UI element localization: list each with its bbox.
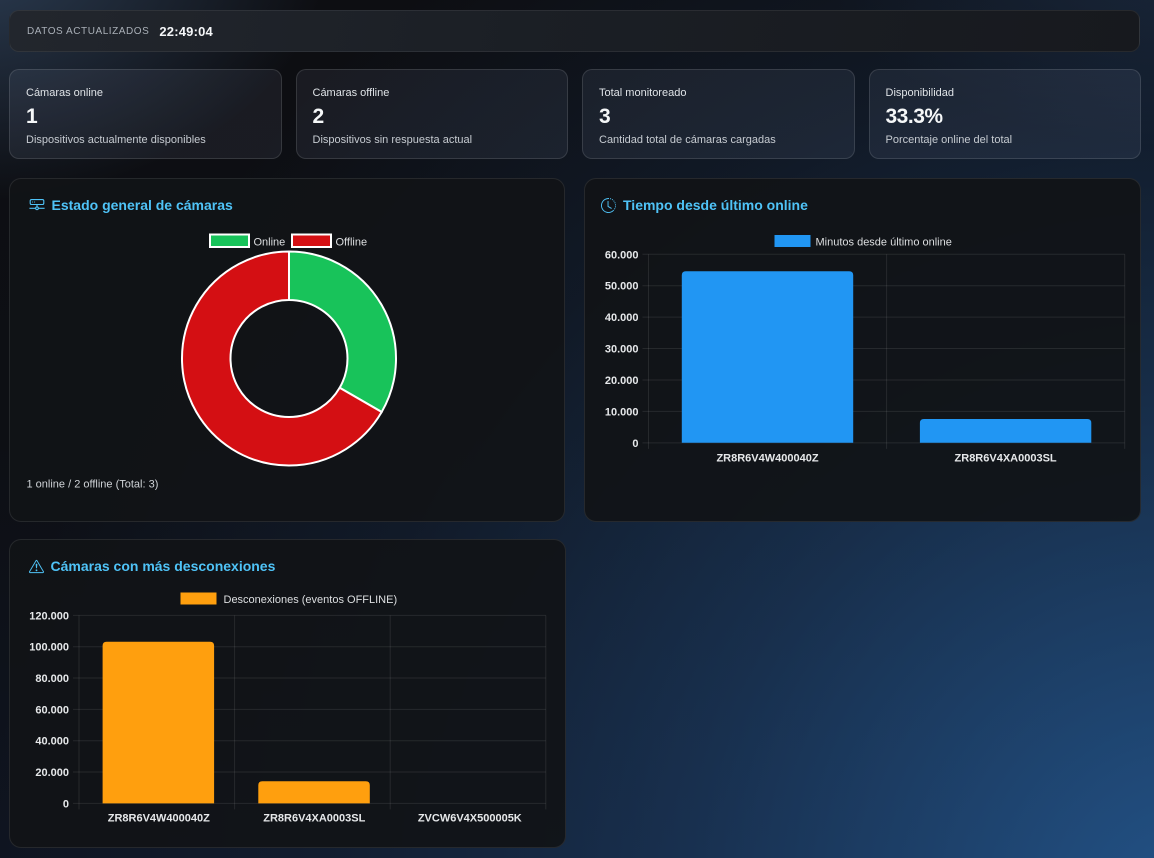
svg-text:ZVCW6V4X500005K: ZVCW6V4X500005K [418,813,522,825]
svg-text:Desconexiones (eventos OFFLINE: Desconexiones (eventos OFFLINE) [224,594,398,606]
svg-text:0: 0 [63,798,69,810]
svg-text:30.000: 30.000 [604,344,638,356]
svg-text:Online: Online [254,237,286,249]
svg-text:50.000: 50.000 [604,281,638,293]
svg-text:100.000: 100.000 [29,642,69,654]
svg-text:Offline: Offline [336,237,368,249]
svg-text:Minutos desde último online: Minutos desde último online [815,237,951,249]
svg-text:80.000: 80.000 [35,673,69,685]
svg-text:0: 0 [632,438,638,450]
svg-text:120.000: 120.000 [29,610,69,622]
svg-text:ZR8R6V4XA0003SL: ZR8R6V4XA0003SL [954,453,1056,465]
svg-text:20.000: 20.000 [35,767,69,779]
svg-text:60.000: 60.000 [35,704,69,716]
svg-text:1 online / 2 offline (Total: 3: 1 online / 2 offline (Total: 3) [27,479,159,491]
svg-text:20.000: 20.000 [604,375,638,387]
svg-text:ZR8R6V4XA0003SL: ZR8R6V4XA0003SL [263,813,365,825]
svg-text:ZR8R6V4W400040Z: ZR8R6V4W400040Z [108,813,210,825]
svg-text:40.000: 40.000 [35,736,69,748]
svg-text:60.000: 60.000 [604,249,638,261]
svg-text:10.000: 10.000 [604,406,638,418]
svg-text:40.000: 40.000 [604,312,638,324]
svg-text:ZR8R6V4W400040Z: ZR8R6V4W400040Z [716,453,818,465]
